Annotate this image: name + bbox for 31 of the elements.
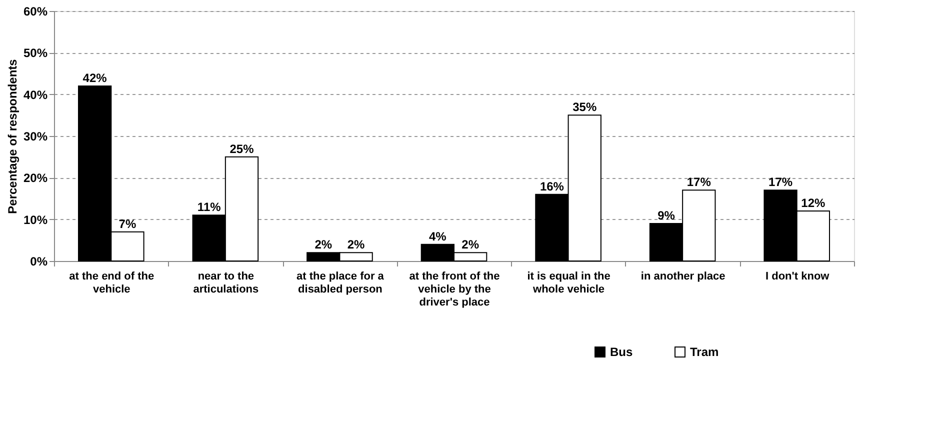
x-tick-label: near to the articulations	[193, 270, 259, 296]
y-tick-label: 0%	[30, 254, 48, 268]
data-label: 17%	[768, 175, 793, 190]
data-label: 17%	[686, 175, 712, 190]
x-tick-label: I don't know	[766, 270, 830, 282]
legend-label: Bus	[610, 345, 633, 359]
x-tick-label: it is equal in the whole vehicle	[527, 270, 610, 296]
x-tick-label: at the front of the vehicle by the driver's place	[409, 270, 500, 308]
legend-label: Tram	[690, 345, 719, 359]
data-label: 2%	[314, 238, 332, 252]
x-tick-label: at the place for a disabled person	[296, 270, 385, 296]
y-tick-label: 10%	[23, 212, 48, 227]
y-tick-label: 50%	[23, 46, 48, 60]
data-label: 2%	[347, 238, 366, 252]
y-tick-label: 30%	[23, 130, 48, 144]
data-label: 2%	[462, 238, 480, 252]
data-label: 25%	[230, 142, 254, 156]
y-tick-label: 60%	[23, 4, 48, 18]
y-axis-title: Percentage of respondents	[5, 58, 20, 214]
data-label: 9%	[658, 208, 676, 222]
data-label: 11%	[197, 200, 222, 214]
data-label: 35%	[572, 100, 597, 114]
y-tick-label: 40%	[23, 88, 48, 102]
x-tick-label: at the end of the vehicle	[69, 270, 154, 296]
x-tick-label: in another place	[640, 270, 726, 282]
data-label: 7%	[118, 216, 136, 231]
data-label: 42%	[82, 71, 108, 85]
data-label: 4%	[429, 229, 447, 244]
data-label: 12%	[801, 196, 826, 210]
y-tick-label: 20%	[23, 171, 48, 186]
data-label: 16%	[540, 179, 564, 194]
